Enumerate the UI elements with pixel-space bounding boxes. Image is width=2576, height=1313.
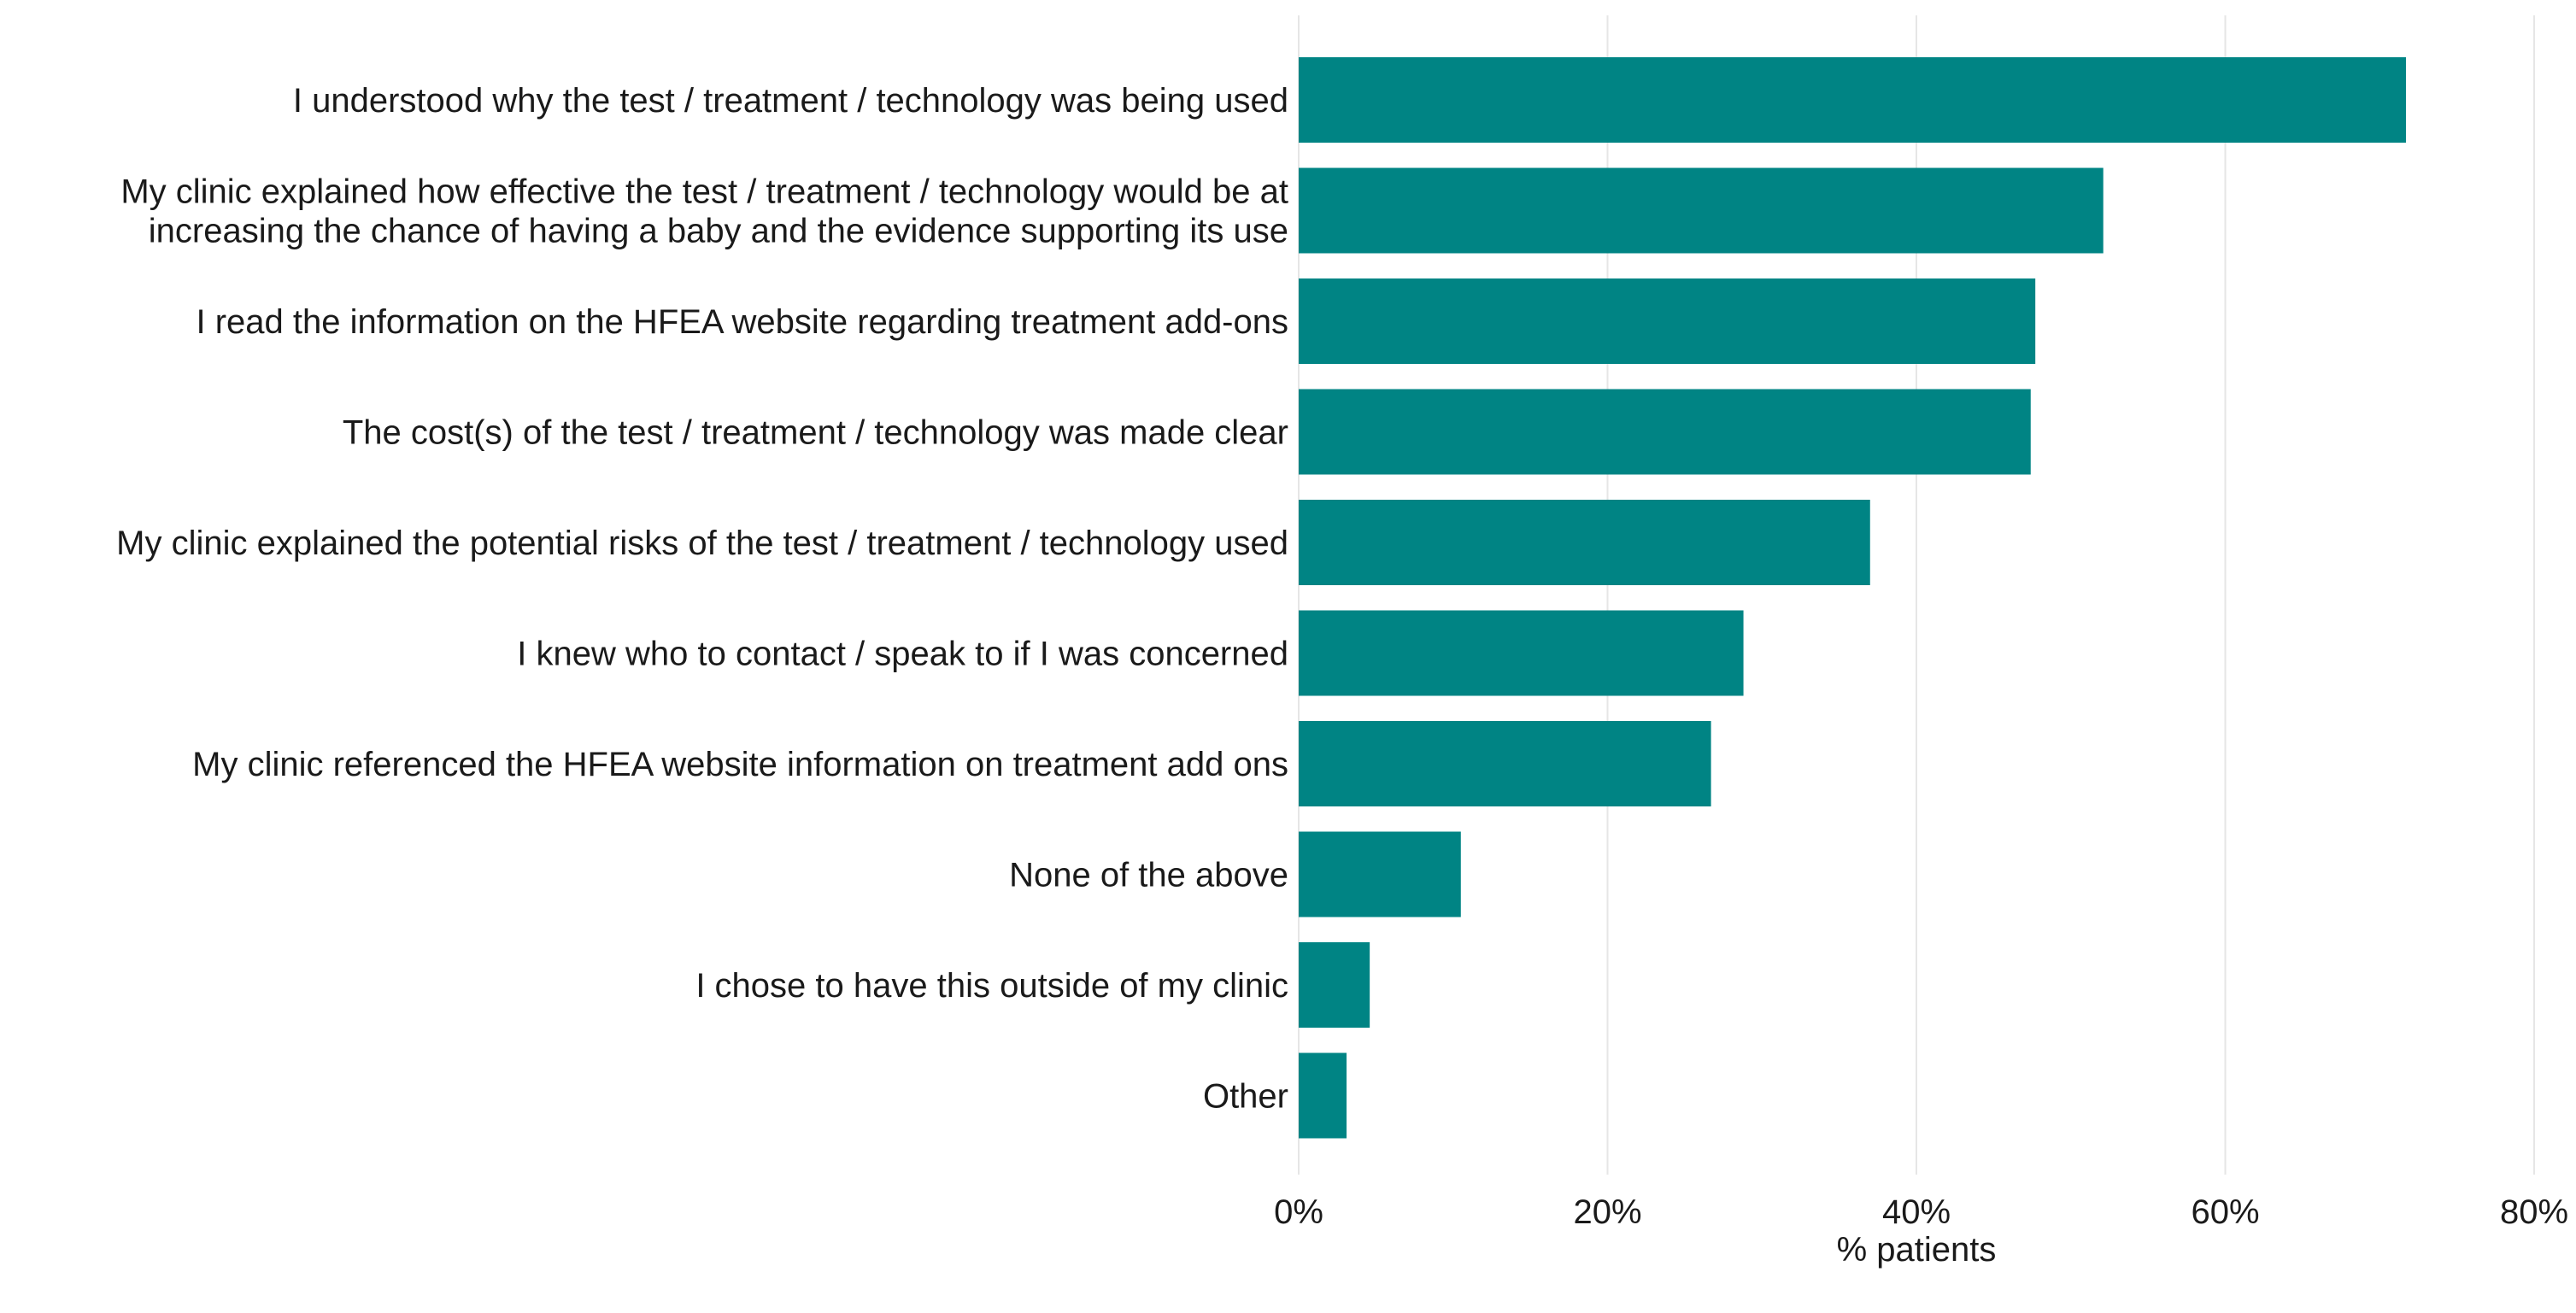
category-label: None of the above [1009,857,1288,894]
x-axis-title: % patients [1837,1231,1997,1269]
bar [1299,721,1711,806]
category-label: Other [1203,1078,1288,1116]
category-label: My clinic referenced the HFEA website in… [192,746,1288,783]
x-tick-label: 80% [2500,1193,2568,1231]
bar [1299,1052,1347,1139]
x-tick-labels: 0% 20% 40% 60% 80% [1274,1193,2568,1231]
category-label: I chose to have this outside of my clini… [695,967,1288,1005]
category-label: The cost(s) of the test / treatment / te… [343,414,1288,452]
category-label: I read the information on the HFEA websi… [197,303,1289,341]
bar [1299,500,1870,585]
category-label: I understood why the test / treatment / … [293,82,1288,120]
x-tick-label: 0% [1274,1193,1323,1231]
bar [1299,278,2036,364]
category-label: My clinic explained how effective the te… [120,173,1288,211]
category-label: increasing the chance of having a baby a… [149,213,1288,250]
x-tick-label: 60% [2191,1193,2259,1231]
bars [1299,57,2406,1139]
bar [1299,610,1744,696]
bar [1299,942,1370,1028]
x-tick-label: 40% [1882,1193,1951,1231]
bar [1299,389,2031,475]
bar [1299,57,2406,143]
bar [1299,831,1461,917]
bar [1299,167,2104,254]
category-labels: I understood why the test / treatment / … [116,82,1288,1116]
category-label: My clinic explained the potential risks … [116,525,1288,562]
x-tick-label: 20% [1573,1193,1641,1231]
category-label: I knew who to contact / speak to if I wa… [517,636,1288,673]
